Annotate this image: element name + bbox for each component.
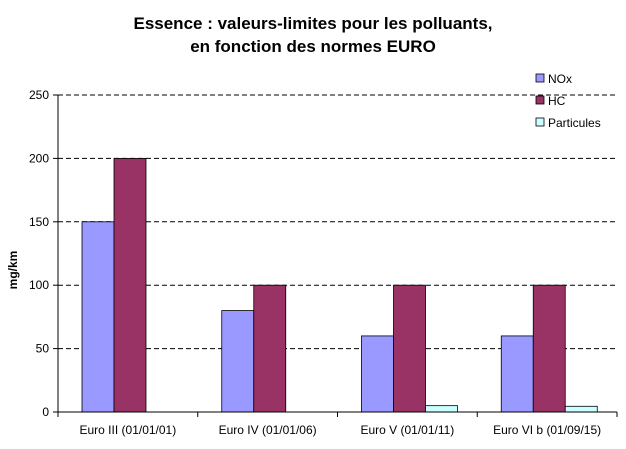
bar-hc-3 bbox=[393, 284, 426, 413]
y-tick-label: 200 bbox=[29, 151, 49, 165]
x-tick-label: Euro III (01/01/01) bbox=[80, 423, 177, 437]
y-tick-labels: 0 50 100 150 200 250 bbox=[29, 88, 49, 419]
y-tick-label: 0 bbox=[42, 405, 49, 419]
legend-swatch-nox bbox=[535, 73, 545, 83]
bar-hc-2 bbox=[253, 284, 287, 413]
bar-nox-2 bbox=[221, 310, 255, 413]
y-tick-label: 100 bbox=[29, 278, 49, 292]
x-tick-label: Euro IV (01/01/06) bbox=[219, 423, 317, 437]
y-tick-label: 250 bbox=[29, 88, 49, 102]
bar-hc-4 bbox=[532, 284, 566, 413]
legend-label-hc: HC bbox=[548, 94, 566, 108]
bar-nox-1 bbox=[81, 221, 115, 413]
legend: NOx HC Particules bbox=[535, 72, 601, 130]
x-tick-label: Euro VI b (01/09/15) bbox=[493, 423, 601, 437]
y-axis-label: mg/km bbox=[6, 251, 20, 290]
bar-hc-1 bbox=[113, 157, 147, 413]
bars bbox=[81, 157, 598, 413]
y-tick-label: 50 bbox=[36, 342, 50, 356]
x-tick-label: Euro V (01/01/11) bbox=[360, 423, 454, 437]
bar-particules-3 bbox=[425, 405, 458, 413]
bar-particules-4 bbox=[564, 405, 598, 413]
y-tick-label: 150 bbox=[29, 215, 49, 229]
bar-nox-3 bbox=[361, 335, 394, 413]
bar-nox-4 bbox=[500, 335, 534, 413]
chart-title: Essence : valeurs-limites pour les pollu… bbox=[133, 14, 492, 56]
legend-label-particules: Particules bbox=[548, 116, 601, 130]
legend-label-nox: NOx bbox=[548, 72, 572, 86]
legend-swatch-particules bbox=[535, 117, 545, 127]
axes bbox=[53, 94, 618, 417]
chart-title-line-2: en fonction des normes EURO bbox=[190, 37, 436, 56]
x-tick-labels: Euro III (01/01/01) Euro IV (01/01/06) Eur… bbox=[80, 423, 602, 437]
chart-title-line-1: Essence : valeurs-limites pour les pollu… bbox=[133, 14, 492, 33]
legend-swatch-hc bbox=[535, 95, 545, 105]
